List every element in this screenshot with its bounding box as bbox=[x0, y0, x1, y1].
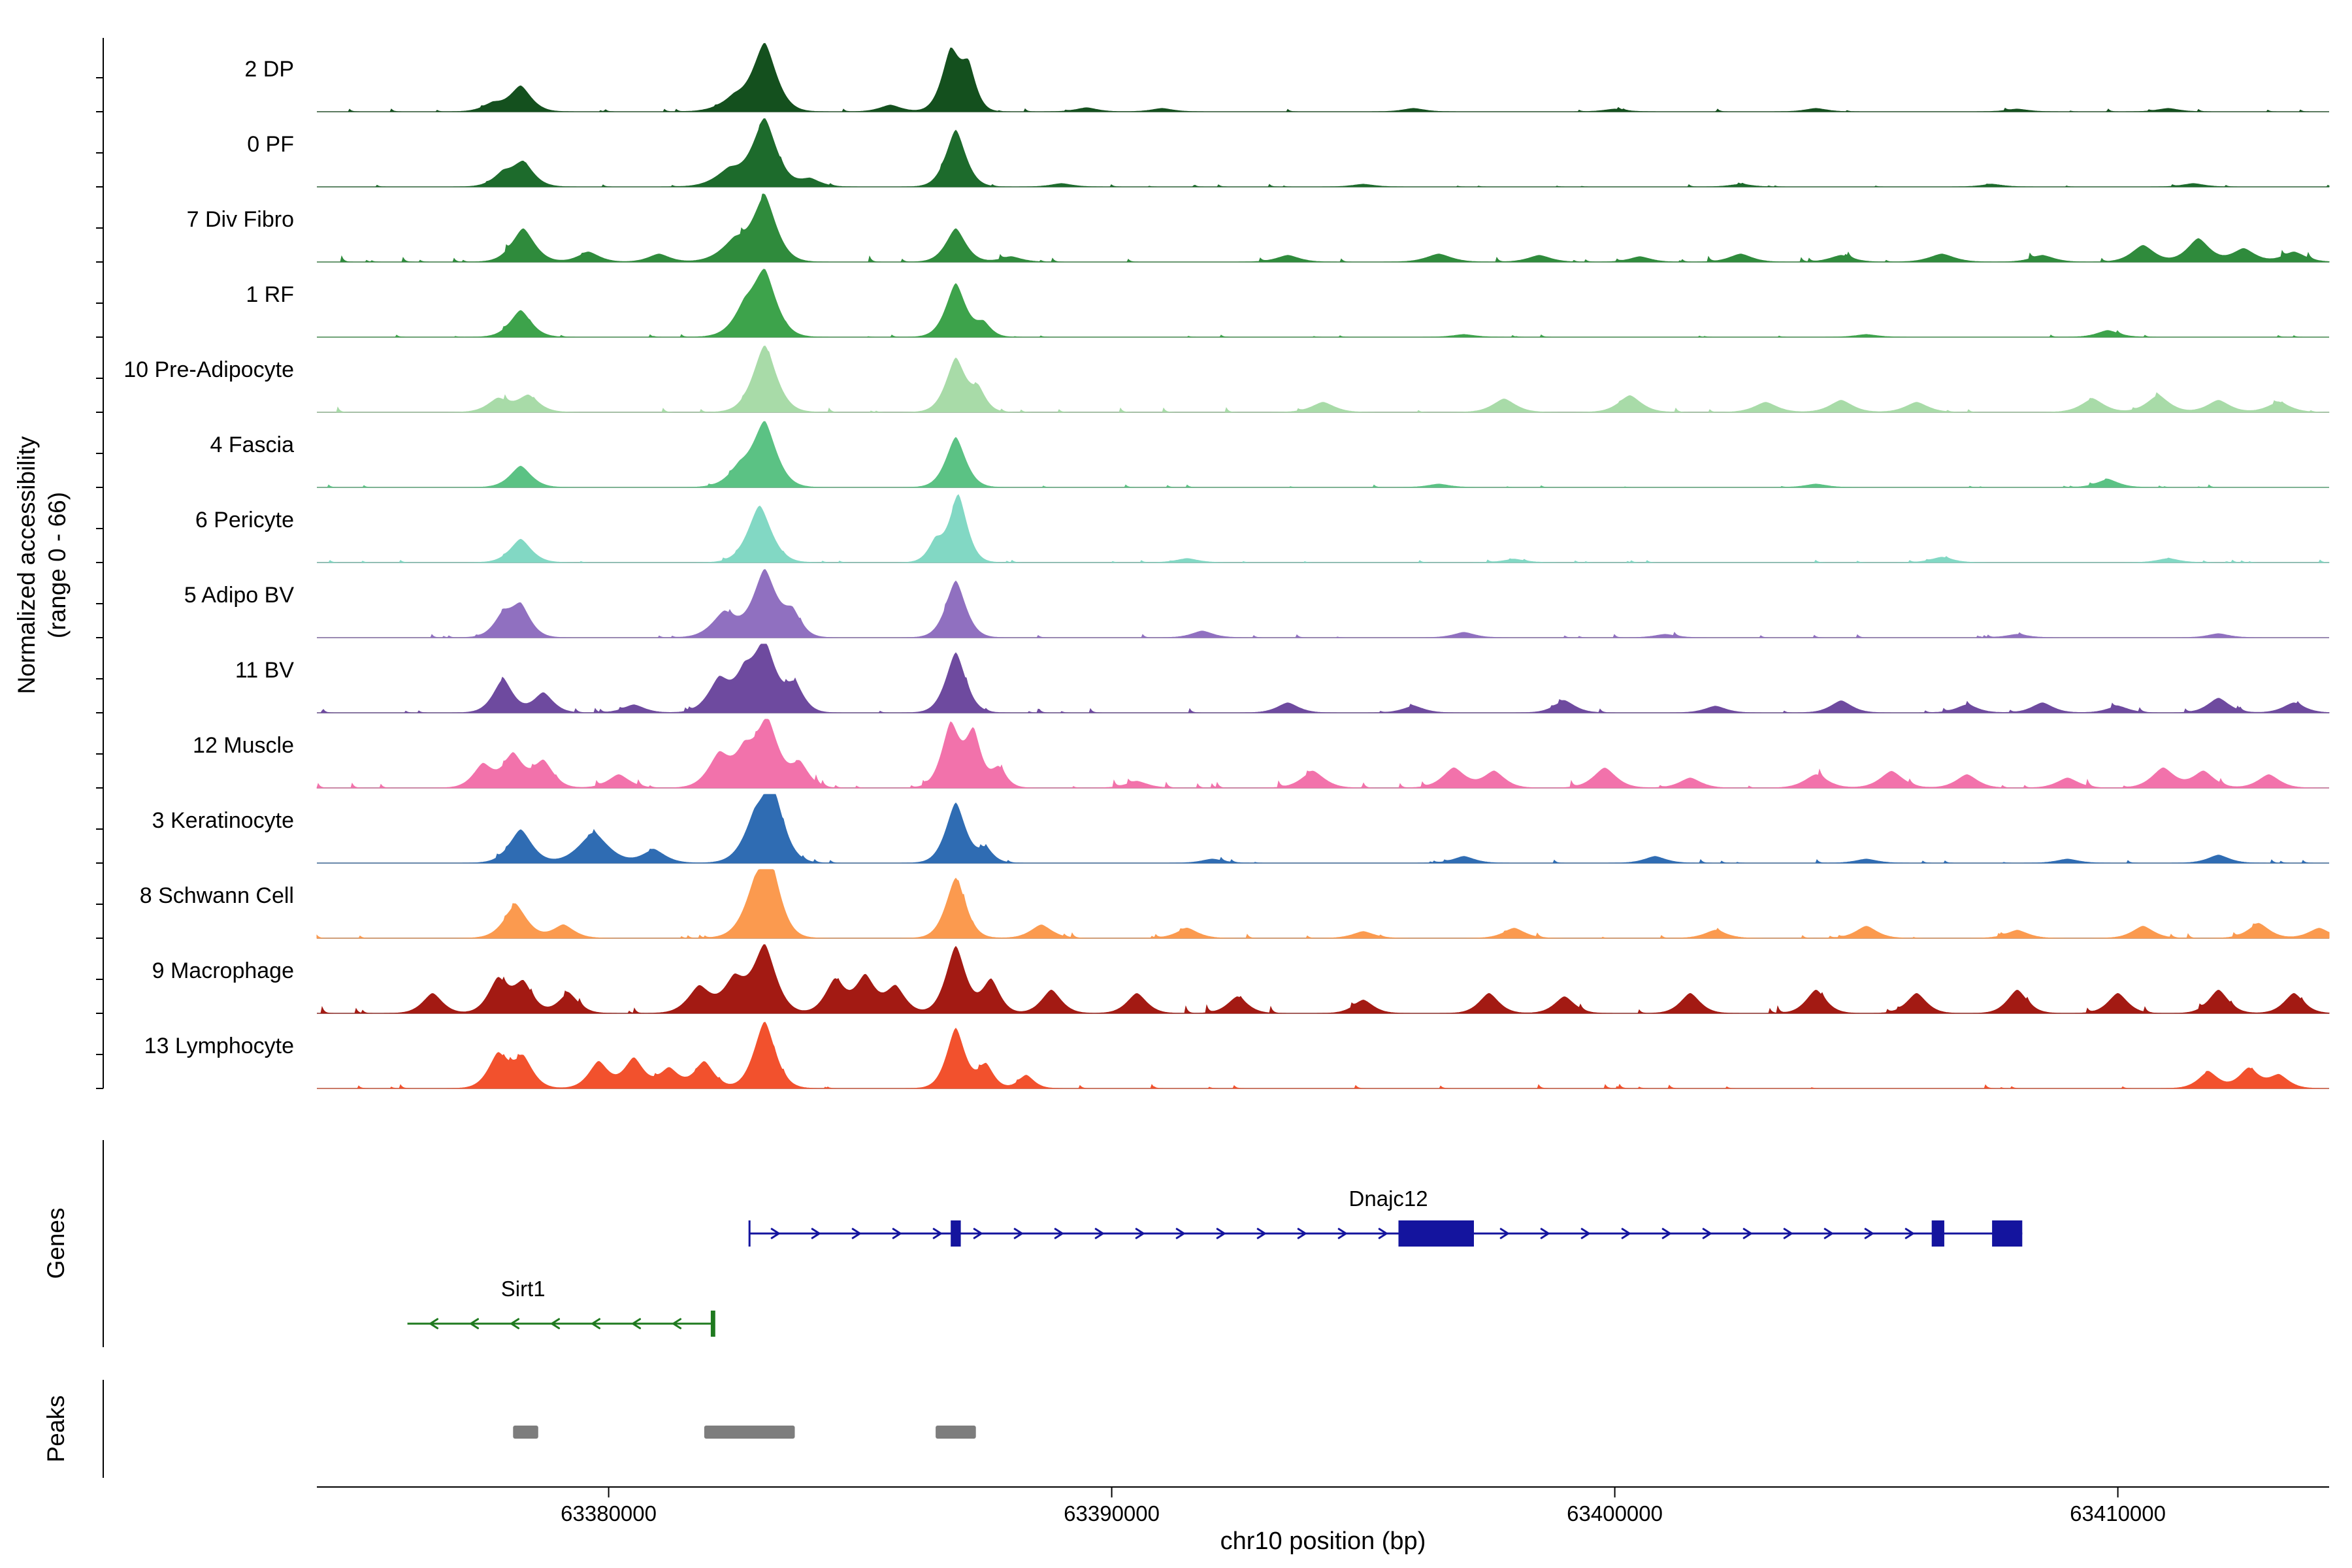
gene-strand-arrow bbox=[1297, 1228, 1307, 1239]
gene-strand-arrow bbox=[672, 1318, 682, 1330]
gene-exon bbox=[710, 1311, 715, 1337]
x-tick-label: 63410000 bbox=[2070, 1501, 2166, 1526]
peak-region bbox=[936, 1426, 976, 1439]
track-label: 4 Fascia bbox=[210, 433, 295, 457]
gene-strand-arrow bbox=[1823, 1228, 1833, 1239]
gene-strand-arrow bbox=[1864, 1228, 1874, 1239]
x-tick-label: 63380000 bbox=[561, 1501, 657, 1526]
track-label: 1 RF bbox=[246, 282, 294, 307]
coverage-area-0-pf bbox=[317, 118, 2330, 188]
gene-exon bbox=[1992, 1220, 2023, 1247]
gene-strand-arrow bbox=[1094, 1228, 1104, 1239]
gene-label-dnajc12: Dnajc12 bbox=[1348, 1186, 1428, 1211]
gene-strand-arrow bbox=[551, 1318, 561, 1330]
coverage-area-12-muscle bbox=[316, 719, 2329, 789]
y-axis-title-line2: (range 0 - 66) bbox=[44, 491, 71, 639]
x-tick-label: 63390000 bbox=[1064, 1501, 1160, 1526]
track-label: 6 Pericyte bbox=[195, 508, 294, 532]
gene-strand-arrow bbox=[932, 1228, 942, 1239]
gene-strand-arrow bbox=[1904, 1228, 1914, 1239]
track-label: 8 Schwann Cell bbox=[139, 883, 294, 908]
track-label: 13 Lymphocyte bbox=[144, 1034, 294, 1058]
track-label: 12 Muscle bbox=[193, 733, 294, 758]
x-axis-title: chr10 position (bp) bbox=[1220, 1527, 1426, 1555]
coverage-area-6-pericyte bbox=[317, 494, 2330, 563]
track-label: 9 Macrophage bbox=[152, 958, 294, 983]
gene-strand-arrow bbox=[1135, 1228, 1145, 1239]
gene-strand-arrow bbox=[892, 1228, 902, 1239]
gene-strand-arrow bbox=[632, 1318, 642, 1330]
gene-strand-arrow bbox=[1013, 1228, 1023, 1239]
track-label: 7 Div Fibro bbox=[186, 207, 294, 232]
track-label: 3 Keratinocyte bbox=[152, 808, 294, 833]
peak-region bbox=[704, 1426, 795, 1439]
gene-label-sirt1: Sirt1 bbox=[500, 1277, 546, 1301]
y-axis-title-line1: Normalized accessibility bbox=[13, 436, 40, 694]
gene-strand-arrow bbox=[1742, 1228, 1752, 1239]
gene-strand-arrow bbox=[1054, 1228, 1064, 1239]
gene-strand-arrow bbox=[591, 1318, 601, 1330]
coverage-area-1-rf bbox=[317, 269, 2329, 338]
gene-strand-arrow bbox=[510, 1318, 520, 1330]
y-axis-title: Normalized accessibility (range 0 - 66) bbox=[11, 436, 73, 694]
gene-strand-arrow bbox=[1783, 1228, 1793, 1239]
coverage-area-8-schwann-cell bbox=[316, 869, 2330, 939]
track-label: 11 BV bbox=[235, 658, 294, 683]
track-label: 2 DP bbox=[244, 57, 294, 82]
gene-strand-arrow bbox=[1661, 1228, 1671, 1239]
gene-strand-arrow bbox=[1499, 1228, 1509, 1239]
gene-strand-arrow bbox=[470, 1318, 480, 1330]
coverage-area-9-macrophage bbox=[317, 944, 2330, 1014]
gene-exon bbox=[951, 1220, 961, 1247]
peaks-panel-label: Peaks bbox=[42, 1395, 69, 1463]
gene-strand-arrow bbox=[1337, 1228, 1347, 1239]
track-label: 0 PF bbox=[247, 132, 294, 157]
gene-strand-arrow bbox=[851, 1228, 861, 1239]
gene-strand-arrow bbox=[1702, 1228, 1712, 1239]
coverage-area-2-dp bbox=[317, 42, 2329, 112]
coverage-area-7-div-fibro bbox=[317, 193, 2330, 263]
coverage-area-4-fascia bbox=[317, 421, 2329, 488]
coverage-area-13-lymphocyte bbox=[317, 1021, 2329, 1089]
coverage-area-10-pre-adipocyte bbox=[317, 345, 2330, 413]
gene-strand-arrow bbox=[973, 1228, 983, 1239]
gene-strand-arrow bbox=[811, 1228, 821, 1239]
gene-strand-arrow bbox=[1175, 1228, 1185, 1239]
gene-strand-arrow bbox=[1540, 1228, 1550, 1239]
gene-strand-arrow bbox=[429, 1318, 439, 1330]
gene-strand-arrow bbox=[1621, 1228, 1631, 1239]
genes-panel-label: Genes bbox=[42, 1207, 69, 1279]
x-tick-label: 63400000 bbox=[1567, 1501, 1663, 1526]
gene-strand-arrow bbox=[1216, 1228, 1226, 1239]
gene-exon bbox=[1931, 1220, 1944, 1247]
coverage-area-5-adipo-bv bbox=[317, 568, 2329, 638]
coverage-area-11-bv bbox=[317, 644, 2330, 713]
gene-strand-arrow bbox=[1378, 1228, 1388, 1239]
gene-strand-arrow bbox=[770, 1228, 780, 1239]
gene-strand-arrow bbox=[1580, 1228, 1590, 1239]
peak-region bbox=[513, 1426, 538, 1439]
gene-exon bbox=[1398, 1220, 1474, 1247]
coverage-area-3-keratinocyte bbox=[317, 794, 2329, 864]
track-label: 10 Pre-Adipocyte bbox=[123, 357, 294, 382]
track-label: 5 Adipo BV bbox=[184, 583, 294, 608]
gene-strand-arrow bbox=[1256, 1228, 1266, 1239]
